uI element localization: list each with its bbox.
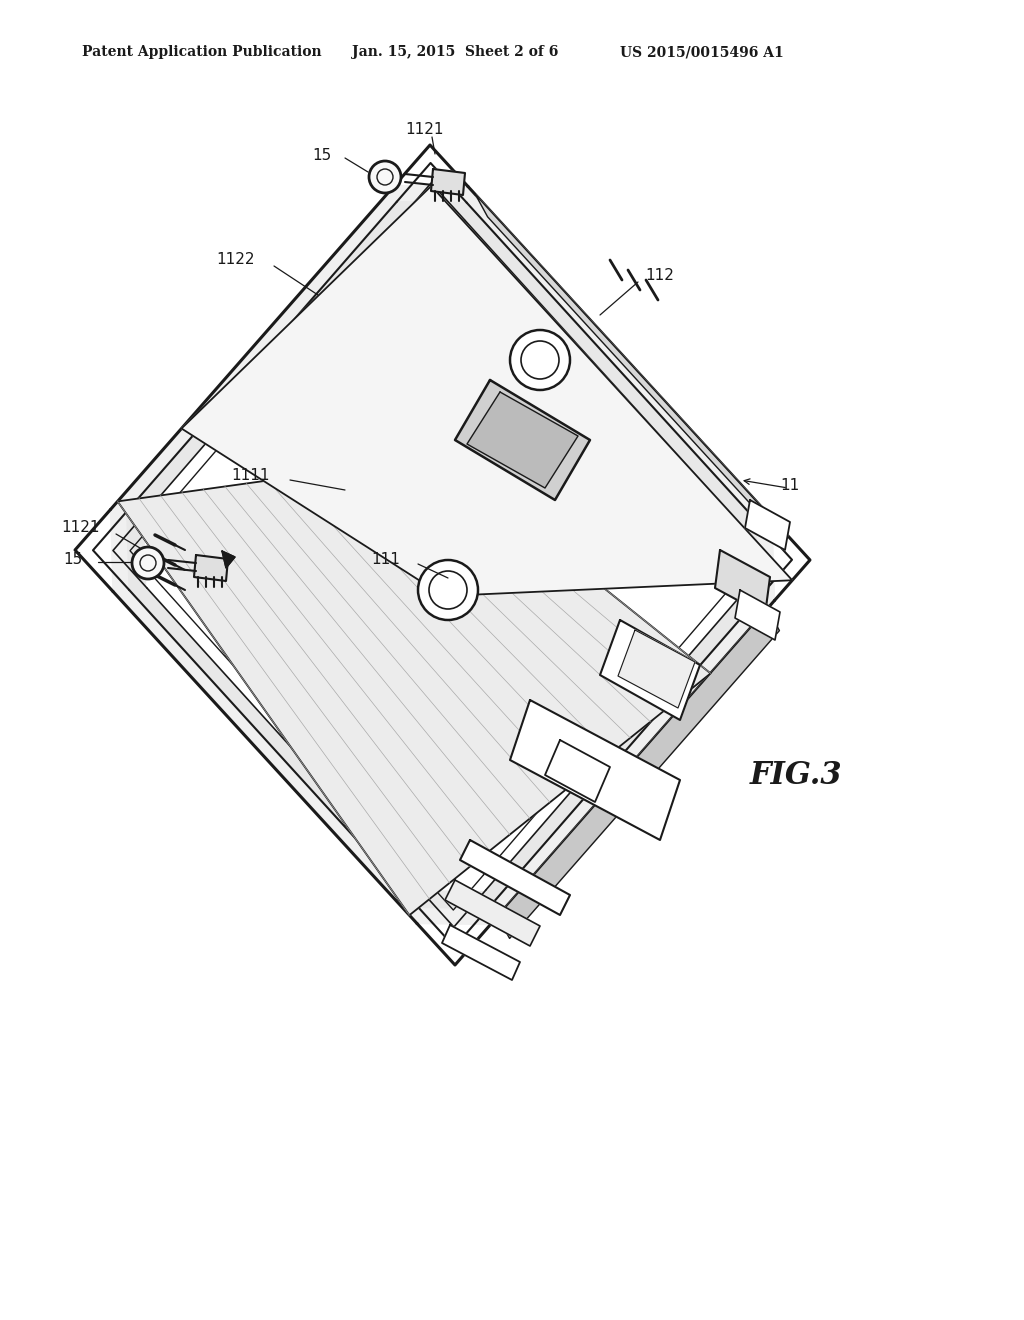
Polygon shape (445, 880, 540, 946)
Text: 1121: 1121 (406, 123, 444, 137)
Text: 11: 11 (780, 478, 800, 492)
Polygon shape (498, 609, 779, 939)
Text: 15: 15 (312, 148, 332, 162)
Polygon shape (745, 500, 790, 550)
Polygon shape (460, 840, 570, 915)
Text: 1122: 1122 (216, 252, 255, 268)
Polygon shape (144, 219, 740, 890)
Text: 1121: 1121 (61, 520, 100, 536)
Polygon shape (222, 550, 234, 568)
Polygon shape (475, 195, 776, 532)
Polygon shape (194, 554, 228, 581)
Polygon shape (111, 186, 774, 924)
Polygon shape (735, 590, 780, 640)
Polygon shape (75, 145, 810, 965)
Polygon shape (431, 169, 465, 195)
Polygon shape (618, 630, 695, 708)
Polygon shape (160, 235, 725, 875)
Text: 15: 15 (63, 553, 83, 568)
Circle shape (132, 546, 164, 579)
Polygon shape (181, 186, 793, 597)
Circle shape (369, 161, 401, 193)
Text: 1111: 1111 (231, 467, 270, 483)
Text: Patent Application Publication: Patent Application Publication (82, 45, 322, 59)
Polygon shape (455, 380, 590, 500)
Polygon shape (715, 550, 770, 615)
Text: US 2015/0015496 A1: US 2015/0015496 A1 (620, 45, 783, 59)
Text: 112: 112 (645, 268, 674, 282)
Circle shape (418, 560, 478, 620)
Text: FIG.3: FIG.3 (750, 759, 843, 791)
Polygon shape (600, 620, 700, 719)
Text: 111: 111 (371, 553, 400, 568)
Polygon shape (442, 925, 520, 979)
Polygon shape (510, 700, 680, 840)
Polygon shape (127, 202, 758, 908)
Polygon shape (545, 741, 610, 803)
Text: Jan. 15, 2015  Sheet 2 of 6: Jan. 15, 2015 Sheet 2 of 6 (352, 45, 558, 59)
Polygon shape (118, 457, 711, 915)
Polygon shape (467, 392, 578, 488)
Circle shape (510, 330, 570, 389)
